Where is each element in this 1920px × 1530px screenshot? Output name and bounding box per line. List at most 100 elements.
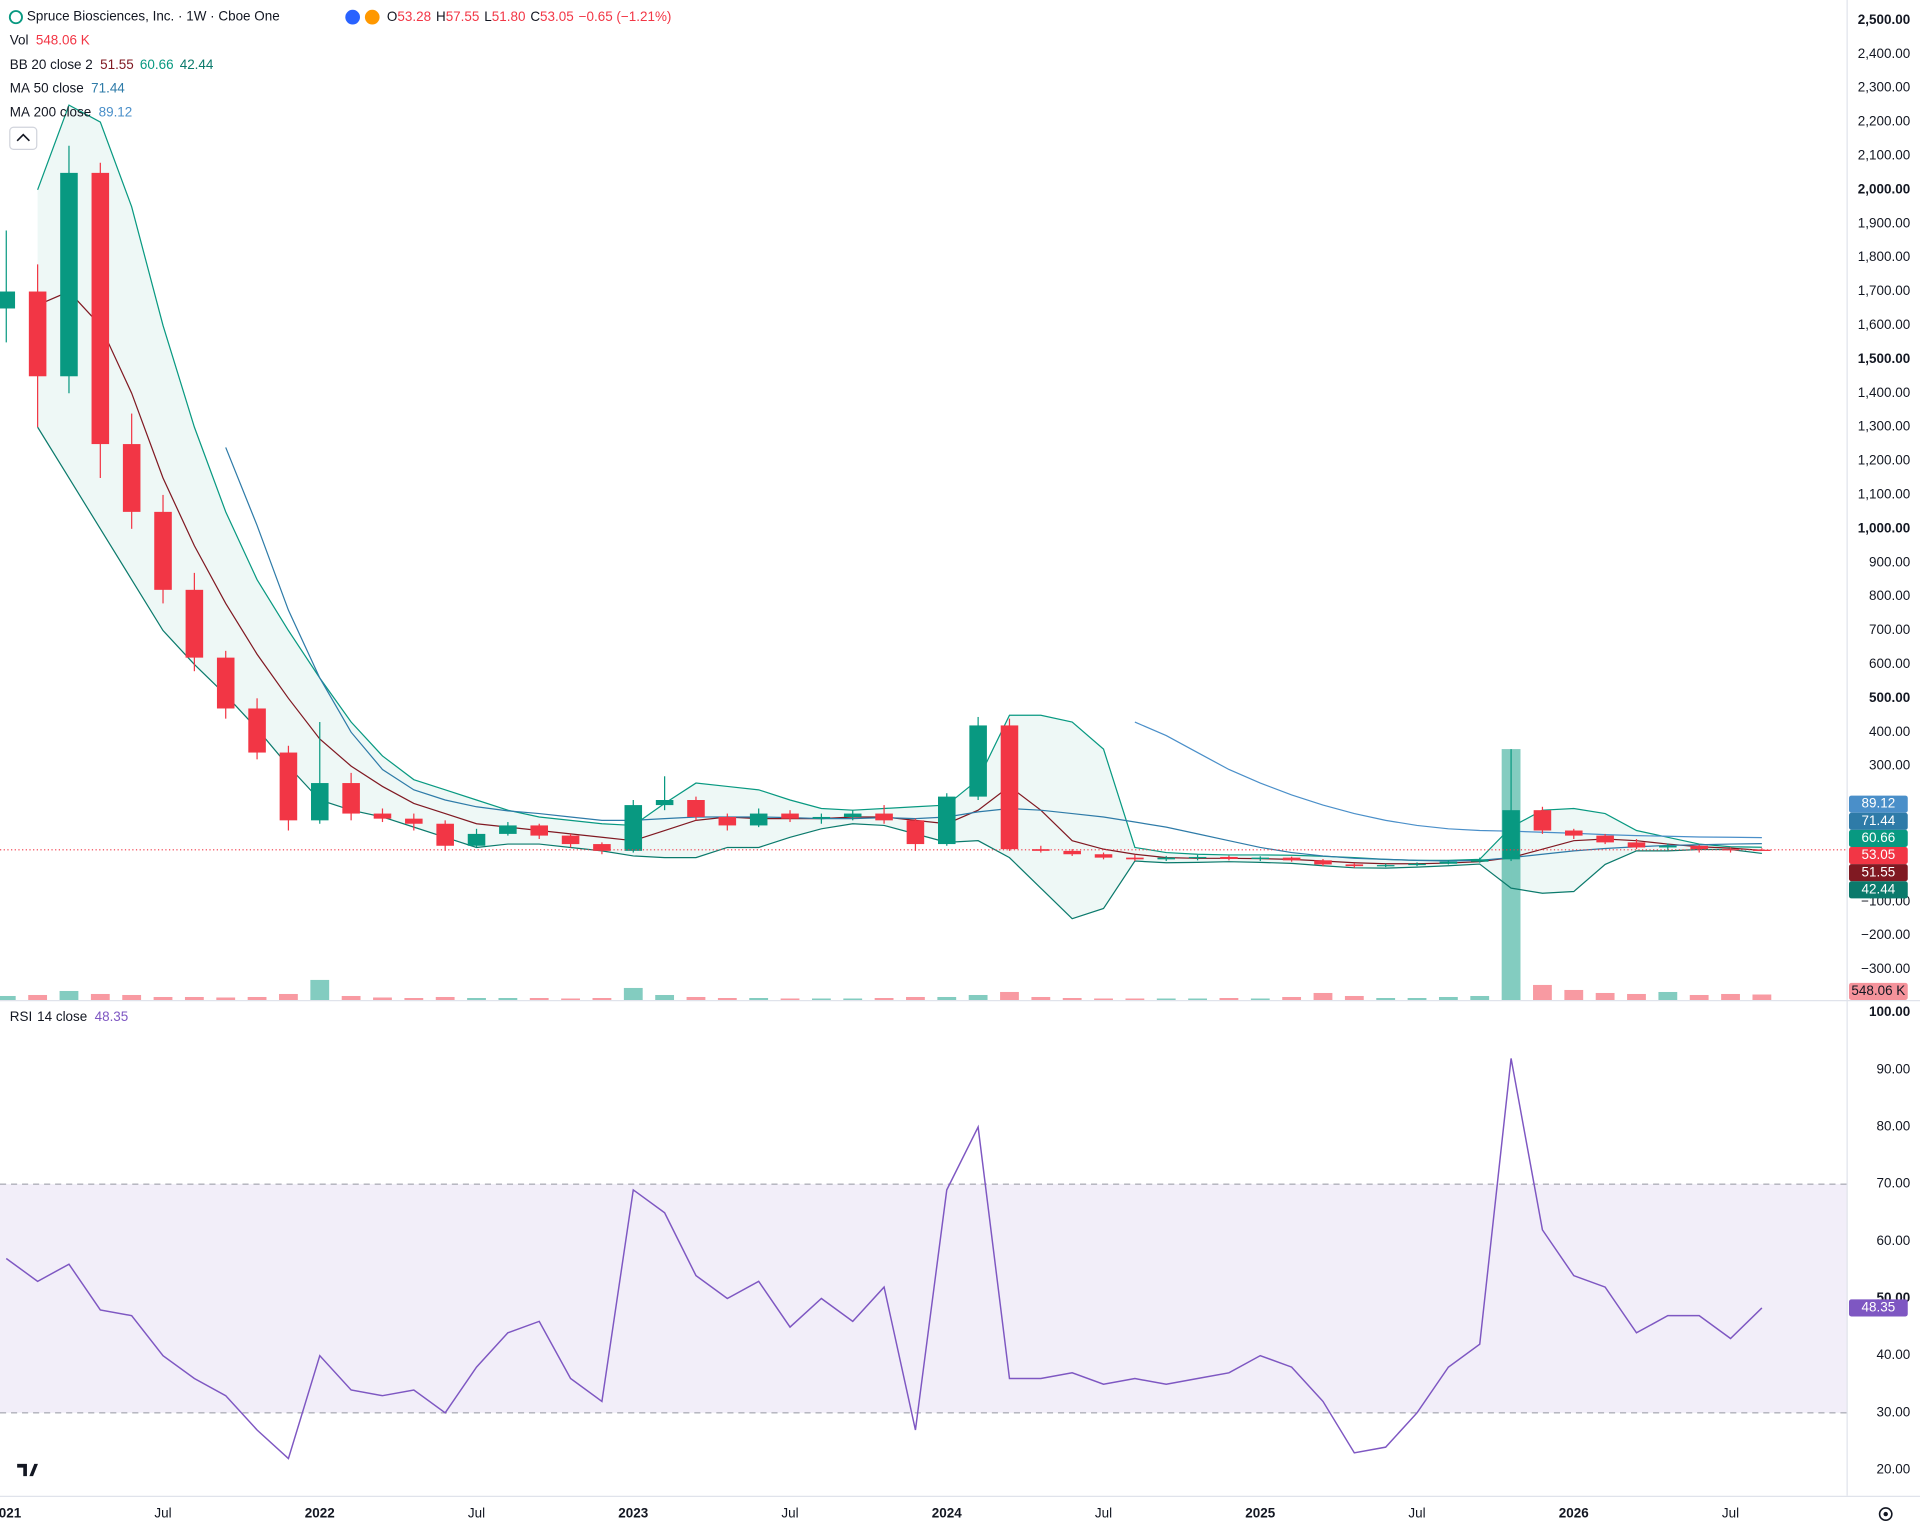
candle-body xyxy=(154,511,172,590)
price-label-box xyxy=(1848,829,1908,847)
candle-body xyxy=(342,783,360,814)
price-axis-label: 600.00 xyxy=(1869,656,1910,671)
rsi-pane xyxy=(0,1058,1847,1460)
candle-body xyxy=(1314,860,1332,865)
candle-body xyxy=(1627,842,1646,848)
candle-body xyxy=(91,172,110,445)
ohlc-values: O53.28 H57.55 L51.80 C53.05 −0.65 (−1.21%) xyxy=(387,9,671,24)
candle-body xyxy=(687,800,705,817)
volume-bar xyxy=(1407,998,1427,1001)
bb-fill xyxy=(1605,813,1637,865)
price-axis-label: 500.00 xyxy=(1869,690,1910,705)
candle-body xyxy=(1565,830,1583,836)
legend-text: 60.66 xyxy=(140,56,174,71)
candle-body xyxy=(593,844,611,851)
logo-shape xyxy=(17,1463,38,1477)
price-label-box xyxy=(1848,812,1908,830)
volume-bar xyxy=(247,996,267,1001)
tradingview-logo[interactable] xyxy=(17,1463,38,1477)
volume-bar xyxy=(59,990,79,1001)
candle-body xyxy=(1533,810,1552,831)
price-axis-label: 1,300.00 xyxy=(1858,419,1910,434)
candle-body xyxy=(843,813,862,817)
volume-bar xyxy=(623,987,643,1001)
bb-fill xyxy=(1072,722,1104,919)
price-label-box xyxy=(1848,864,1908,882)
candle-body xyxy=(248,708,266,753)
volume-label-box xyxy=(1848,982,1908,1001)
legend-text: 50 close xyxy=(34,80,84,95)
time-axis-label: Jul xyxy=(154,1506,171,1521)
volume-bar xyxy=(1344,995,1364,1001)
price-axis-label: 2,500.00 xyxy=(1858,12,1910,27)
volume-bar xyxy=(811,998,831,1001)
price-axis-label: 2,100.00 xyxy=(1858,147,1910,162)
candle-body xyxy=(718,816,737,826)
volume-bar xyxy=(0,995,16,1001)
legend-text: MA xyxy=(10,104,30,119)
price-axis-label: 1,800.00 xyxy=(1858,249,1910,264)
volume-bar xyxy=(28,994,48,1001)
volume-bar xyxy=(1689,994,1709,1001)
volume-bar xyxy=(279,993,298,1001)
time-axis-label: 2026 xyxy=(1559,1506,1589,1521)
rsi-axis-label: 30.00 xyxy=(1877,1404,1911,1419)
candle-body xyxy=(1659,845,1677,848)
rsi-label-box xyxy=(1848,1299,1908,1317)
volume-bar xyxy=(1533,984,1552,1001)
time-axis-label: 2023 xyxy=(618,1506,648,1521)
candle-body xyxy=(1690,845,1708,850)
legend-text: 71.44 xyxy=(91,80,125,95)
legend-text: 42.44 xyxy=(180,56,214,71)
legend-row: MA 200 close 89.12 xyxy=(10,104,132,119)
rsi-axis-label: 80.00 xyxy=(1877,1119,1911,1134)
price-label: 51.55 xyxy=(1862,864,1896,879)
legend-row: BB 20 close 2 51.55 60.66 42.44 xyxy=(10,56,214,71)
legend-text: BB xyxy=(10,56,28,71)
volume-bar xyxy=(717,998,737,1001)
volume-bar xyxy=(780,998,800,1001)
candle-body xyxy=(781,813,799,819)
price-axis-label: 1,100.00 xyxy=(1858,486,1910,501)
volume-bar xyxy=(373,997,392,1001)
indicator-line xyxy=(1134,721,1762,839)
rsi-band xyxy=(0,1184,1847,1413)
gear-icon xyxy=(1878,1507,1893,1522)
volume-bar xyxy=(1156,998,1176,1001)
candle-body xyxy=(436,823,454,846)
price-axis-label: −200.00 xyxy=(1861,927,1910,942)
rsi-axis-label: 100.00 xyxy=(1869,1004,1910,1019)
price-axis-label: 900.00 xyxy=(1869,554,1910,569)
volume-bar xyxy=(90,993,110,1001)
candle-body xyxy=(0,291,16,309)
candle-body xyxy=(1126,857,1144,860)
time-axis-label: 2024 xyxy=(932,1506,962,1521)
volume-bar xyxy=(1062,998,1082,1001)
legend-text: 51.55 xyxy=(100,56,134,71)
ohlc-value: 53.05 xyxy=(540,9,574,24)
candle-body xyxy=(1408,863,1426,866)
volume-bar xyxy=(1188,998,1207,1001)
candle-body xyxy=(216,657,235,709)
volume-bar xyxy=(1094,998,1113,1001)
price-label: 60.66 xyxy=(1862,830,1896,845)
volume-bar xyxy=(592,998,612,1001)
price-label-box xyxy=(1848,795,1908,813)
collapse-legend-button[interactable] xyxy=(9,126,38,150)
price-axis-label: 1,700.00 xyxy=(1858,283,1910,298)
volume-bar xyxy=(1627,993,1646,1001)
price-axis-label: 1,500.00 xyxy=(1858,351,1910,366)
price-axis-label: 2,200.00 xyxy=(1858,114,1910,129)
volume-bar xyxy=(906,996,925,1001)
candle-body xyxy=(60,172,78,377)
symbol-title[interactable]: Spruce Biosciences, Inc. · 1W · Cboe One xyxy=(27,9,280,24)
price-axis-label: 1,600.00 xyxy=(1858,317,1910,332)
ohlc-label: H xyxy=(436,9,446,24)
candle-body xyxy=(655,800,674,806)
settings-button[interactable] xyxy=(1878,1507,1893,1522)
candle-body xyxy=(812,816,831,819)
price-change: −0.65 (−1.21%) xyxy=(579,9,672,24)
candle-body xyxy=(1282,857,1301,861)
candle-body xyxy=(530,825,549,836)
